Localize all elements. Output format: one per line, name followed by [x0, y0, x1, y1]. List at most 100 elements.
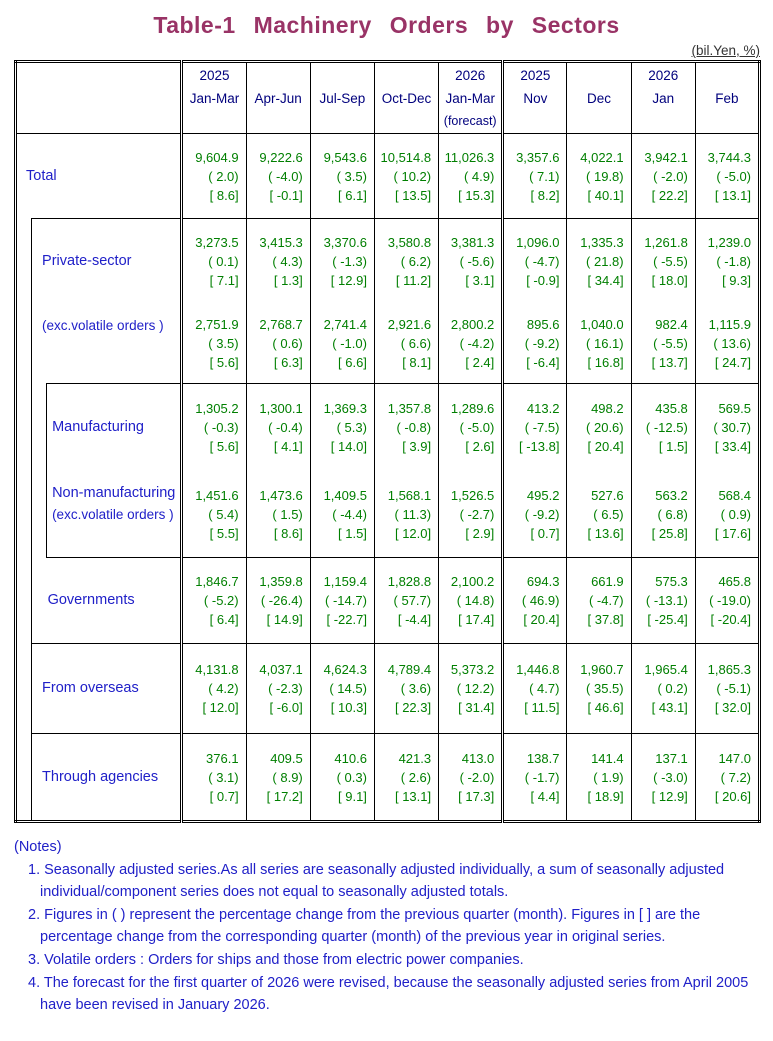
row-label: Non-manufacturing	[52, 484, 176, 501]
data-cell: 3,357.6 ( 7.1) [ 8.2]	[501, 133, 567, 219]
value: 2,768.7	[259, 316, 303, 332]
qoq-change: ( -9.2)	[524, 506, 560, 522]
column-header: Apr-Jun	[245, 61, 311, 134]
data-cell: 895.6 ( -9.2) [ -6.4]	[501, 303, 567, 384]
yoy-change: [ 37.8]	[587, 612, 624, 627]
qoq-change: ( 5.3)	[336, 420, 367, 436]
value: 2,741.4	[323, 316, 367, 332]
yoy-change: [ 22.2]	[651, 187, 688, 203]
data-cell: 3,370.6 ( -1.3) [ 12.9]	[309, 218, 375, 304]
qoq-change: ( 4.3)	[272, 253, 303, 269]
value: 569.5	[718, 401, 751, 417]
data-cell: 1,451.6 ( 5.4) [ 5.5]	[180, 471, 247, 558]
value: 1,568.1	[387, 487, 432, 503]
yoy-change: [ 4.1]	[273, 439, 303, 455]
value: 1,159.4	[323, 574, 367, 589]
yoy-change: [ -22.7]	[326, 612, 367, 627]
qoq-change: ( 0.9)	[720, 506, 751, 522]
qoq-change: ( 2.0)	[208, 168, 239, 184]
yoy-change: [ -13.8]	[518, 439, 560, 455]
qoq-change: ( -1.7)	[524, 769, 560, 785]
qoq-change: ( -4.4)	[332, 506, 367, 522]
yoy-change: [ 17.6]	[714, 525, 751, 541]
yoy-change: [ 12.9]	[651, 788, 688, 804]
yoy-change: [ 7.1]	[209, 272, 239, 288]
yoy-change: [ 12.0]	[394, 525, 432, 541]
data-cell: 4,131.8 ( 4.2) [ 12.0]	[180, 643, 247, 734]
data-cell: 982.4 ( -5.5) [ 13.7]	[630, 303, 696, 384]
value: 661.9	[591, 574, 624, 589]
yoy-change: [ 9.1]	[338, 788, 367, 804]
qoq-change: ( -12.5)	[645, 420, 688, 436]
value: 4,624.3	[323, 662, 367, 677]
data-cell: 137.1 ( -3.0) [ 12.9]	[630, 733, 696, 822]
header-note	[632, 110, 695, 133]
yoy-change: [ 31.4]	[458, 700, 495, 715]
qoq-change: ( 30.7)	[713, 420, 751, 436]
table-row: Total 9,604.9 ( 2.0) [ 8.6] 9,222.6 ( -4.0) [ …	[16, 133, 760, 219]
header-note	[567, 110, 630, 133]
yoy-change: [ 24.7]	[714, 354, 751, 370]
yoy-change: [ -4.4]	[397, 612, 432, 627]
qoq-change: ( 6.5)	[593, 506, 624, 522]
qoq-change: ( -4.7)	[524, 253, 560, 269]
column-header: Jul-Sep	[309, 61, 375, 134]
value: 11,026.3	[444, 149, 495, 165]
qoq-change: ( 13.6)	[713, 335, 751, 351]
value: 895.6	[526, 316, 560, 332]
value: 1,335.3	[580, 234, 624, 250]
data-cell: 2,100.2 ( 14.8) [ 17.4]	[438, 557, 503, 644]
qoq-change: ( 57.7)	[393, 593, 432, 608]
yoy-change: [ 5.5]	[209, 525, 239, 541]
header-note	[504, 110, 566, 133]
qoq-change: ( 4.7)	[529, 681, 560, 696]
value: 3,273.5	[195, 234, 239, 250]
header-year	[311, 64, 374, 87]
row-label: Total	[26, 167, 57, 184]
yoy-change: [ 12.9]	[330, 272, 367, 288]
value: 1,359.8	[259, 574, 303, 589]
value: 1,115.9	[708, 316, 751, 332]
qoq-change: ( 14.8)	[456, 593, 495, 608]
data-cell: 2,751.9 ( 3.5) [ 5.6]	[180, 303, 247, 384]
data-cell: 1,115.9 ( 13.6) [ 24.7]	[694, 303, 760, 384]
indent-spacer	[16, 558, 32, 644]
yoy-change: [ -20.4]	[710, 612, 751, 627]
qoq-change: ( 1.9)	[593, 769, 624, 785]
qoq-change: ( 5.4)	[208, 506, 239, 522]
value: 3,381.3	[450, 234, 495, 250]
data-cell: 413.2 ( -7.5) [ -13.8]	[501, 383, 567, 472]
yoy-change: [ 32.0]	[714, 700, 751, 715]
value: 495.2	[526, 487, 560, 503]
yoy-change: [ 43.1]	[651, 700, 688, 715]
value: 3,942.1	[644, 149, 688, 165]
value: 1,526.5	[450, 487, 495, 503]
qoq-change: ( -2.3)	[268, 681, 303, 696]
value: 1,965.4	[644, 662, 688, 677]
yoy-change: [ 3.1]	[465, 272, 495, 288]
data-cell: 661.9 ( -4.7) [ 37.8]	[566, 557, 632, 644]
page-title: Table-1 Machinery Orders by Sectors	[153, 12, 620, 38]
qoq-change: ( -2.0)	[653, 168, 688, 184]
row-label: (exc.volatile orders )	[42, 317, 164, 333]
header-year: 2025	[520, 67, 551, 83]
data-cell: 1,300.1 ( -0.4) [ 4.1]	[245, 383, 311, 472]
qoq-change: ( -5.6)	[459, 253, 495, 269]
qoq-change: ( 10.2)	[393, 168, 432, 184]
header-year: 2026	[648, 67, 679, 83]
table-header: 2025 Jan-Mar Apr-Jun Jul-Sep Oct-Dec 2026 Jan-…	[15, 61, 760, 134]
yoy-change: [ 12.0]	[202, 700, 239, 715]
qoq-change: ( -5.2)	[203, 593, 239, 608]
qoq-change: ( 6.2)	[400, 253, 432, 269]
qoq-change: ( -5.0)	[716, 168, 751, 184]
qoq-change: ( -4.7)	[588, 593, 624, 608]
qoq-change: ( -5.1)	[716, 681, 751, 696]
yoy-change: [ 2.9]	[465, 525, 495, 541]
data-cell: 1,446.8 ( 4.7) [ 11.5]	[501, 643, 567, 734]
value: 1,261.8	[644, 234, 688, 250]
data-cell: 421.3 ( 2.6) [ 13.1]	[373, 733, 439, 822]
data-cell: 694.3 ( 46.9) [ 20.4]	[501, 557, 567, 644]
value: 1,300.1	[259, 401, 303, 417]
header-row: 2025 Jan-Mar Apr-Jun Jul-Sep Oct-Dec 2026 Jan-…	[15, 61, 760, 134]
value: 568.4	[718, 487, 751, 503]
